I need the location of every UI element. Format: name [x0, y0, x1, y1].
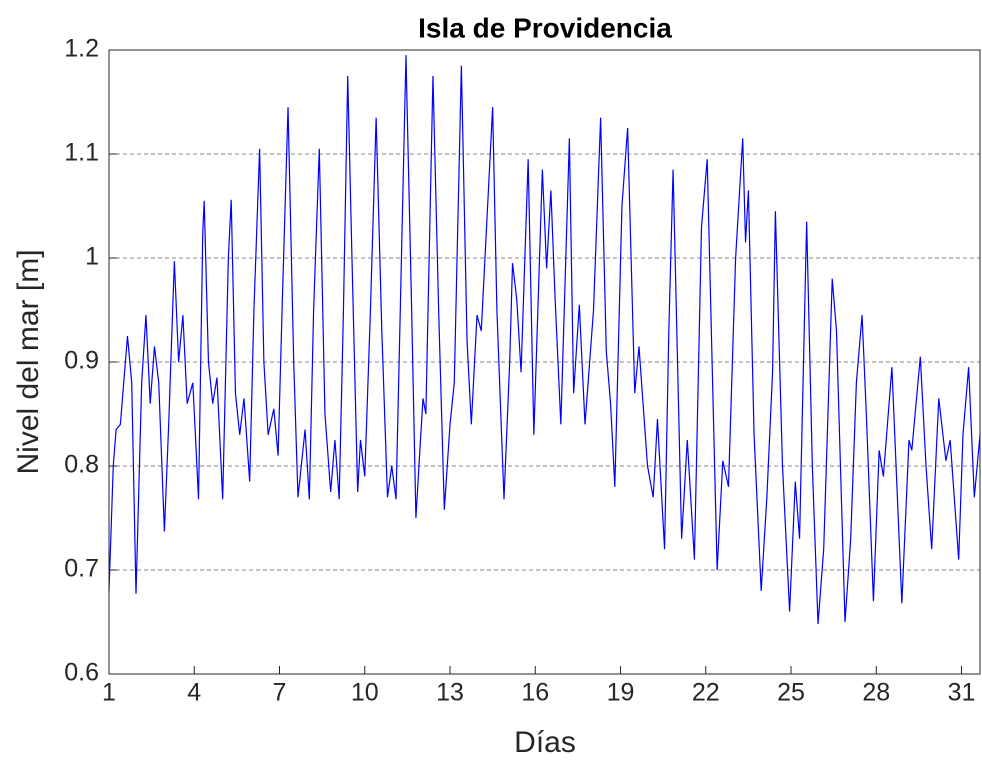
x-axis-label: Días: [514, 726, 576, 759]
y-axis-label: Nivel del mar [m]: [12, 249, 45, 474]
x-tick-label: 28: [862, 679, 890, 707]
y-tick-label: 0.9: [64, 347, 99, 375]
chart-title: Isla de Providencia: [418, 12, 672, 43]
y-tick-label: 0.8: [64, 451, 99, 479]
x-tick-label: 4: [187, 679, 201, 707]
x-tick-label: 10: [351, 679, 379, 707]
x-tick-label: 1: [102, 679, 116, 707]
data-line: [108, 55, 981, 625]
x-tick-label: 22: [692, 679, 720, 707]
y-tick-label: 1: [85, 243, 99, 271]
x-tick-label: 25: [777, 679, 805, 707]
y-tick-label: 0.7: [64, 555, 99, 583]
plot-frame: [108, 49, 981, 675]
x-tick-label: 16: [521, 679, 549, 707]
y-tick-label: 1.2: [64, 35, 99, 63]
x-tick-label: 7: [273, 679, 287, 707]
x-tick-label: 13: [436, 679, 464, 707]
y-tick-label: 0.6: [64, 659, 99, 687]
x-tick-label: 31: [948, 679, 976, 707]
x-tick-label: 19: [607, 679, 635, 707]
y-tick-label: 1.1: [64, 139, 99, 167]
